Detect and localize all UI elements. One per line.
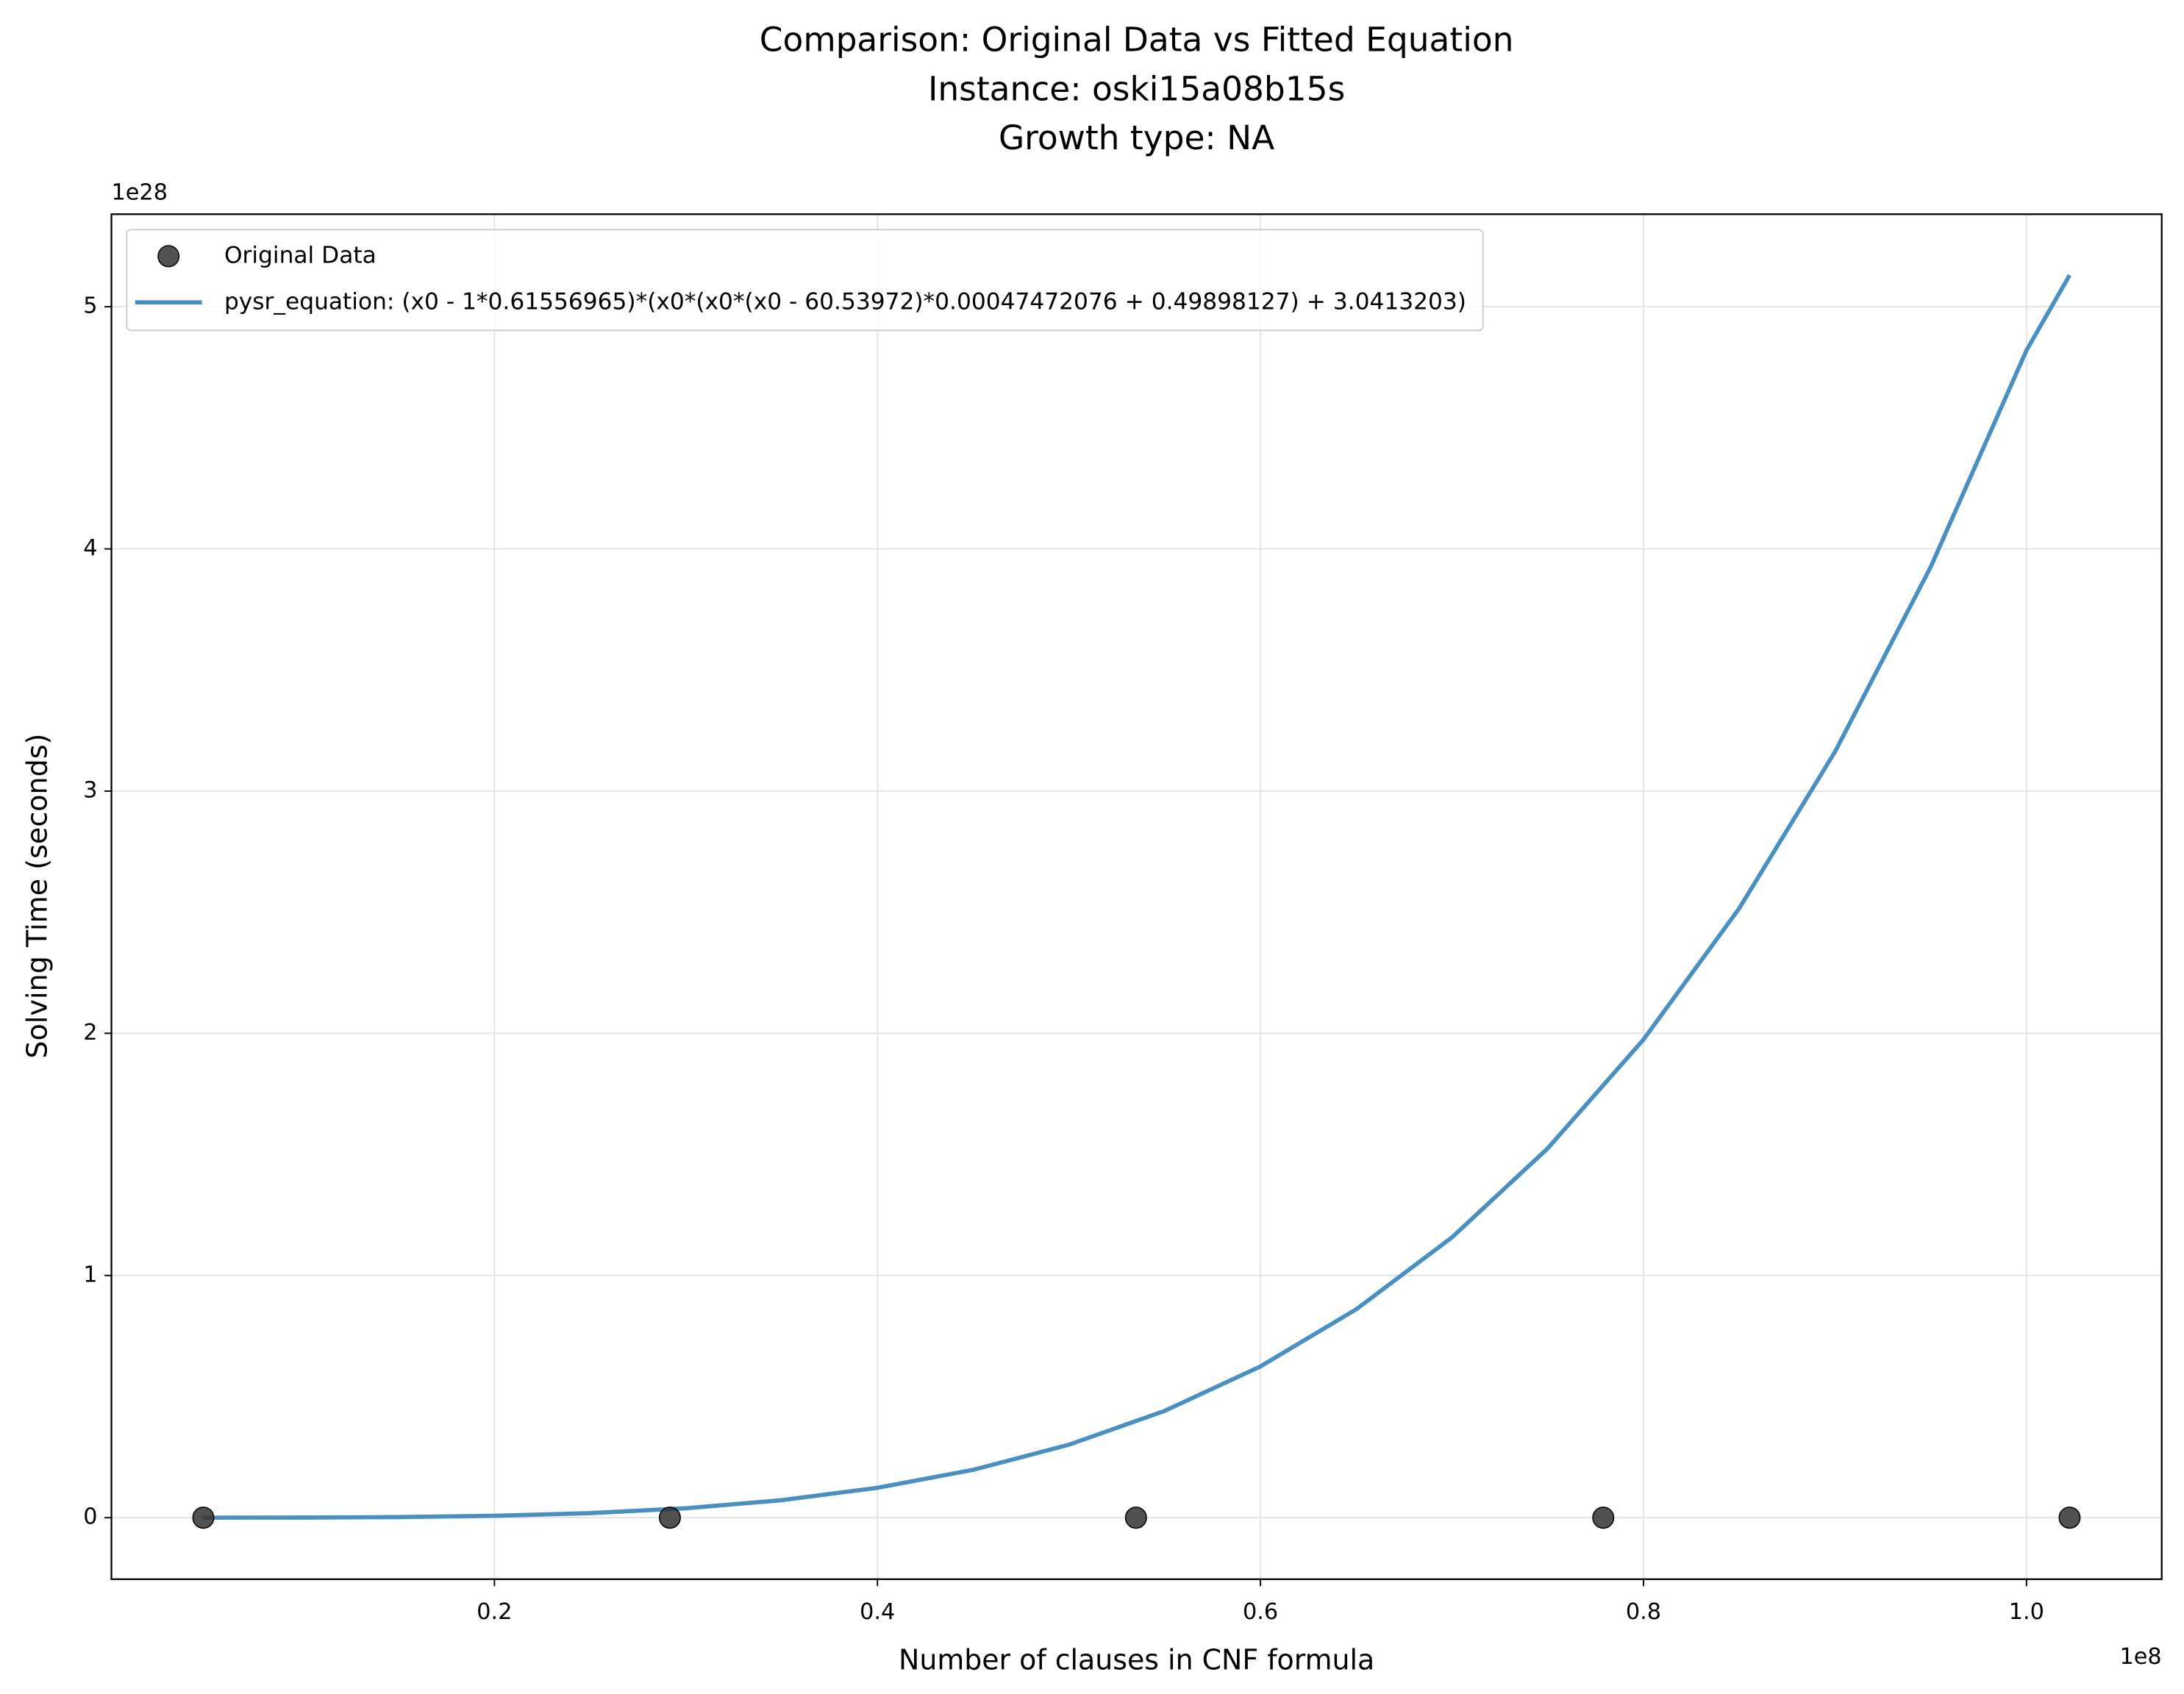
data-point [2058, 1507, 2081, 1529]
chart-title: Comparison: Original Data vs Fitted Equa… [760, 21, 1514, 60]
y-tick-label: 5 [83, 293, 97, 319]
chart-subtitle: Growth type: NA [999, 118, 1274, 157]
data-point [1592, 1507, 1615, 1529]
x-tick-label: 0.4 [860, 1599, 895, 1625]
x-tick-label: 1.0 [2009, 1599, 2044, 1625]
chart-subtitle: Instance: oski15a08b15s [928, 69, 1345, 108]
x-axis-label: Number of clauses in CNF formula [899, 1644, 1374, 1676]
x-tick-label: 0.8 [1626, 1599, 1661, 1625]
x-tick-label: 0.2 [477, 1599, 512, 1625]
y-offset-label: 1e28 [112, 179, 168, 205]
y-tick-label: 3 [83, 777, 97, 803]
y-tick-label: 2 [83, 1020, 97, 1046]
plot-frame [110, 213, 2163, 1581]
legend-label: pysr_equation: (x0 - 1*0.61556965)*(x0*(… [224, 288, 1466, 315]
data-point [1124, 1507, 1147, 1529]
x-offset-label: 1e8 [2120, 1644, 2162, 1670]
legend-swatch [157, 245, 180, 268]
legend-label: Original Data [224, 242, 377, 268]
fit-line [203, 274, 2071, 1520]
y-tick-label: 1 [83, 1262, 97, 1287]
legend: Original Data pysr_equation: (x0 - 1*0.61… [126, 229, 1484, 332]
y-axis-label: Solving Time (seconds) [21, 734, 54, 1059]
x-tick-label: 0.6 [1243, 1599, 1278, 1625]
y-tick-label: 0 [83, 1504, 97, 1530]
y-tick-label: 4 [83, 535, 97, 561]
data-point [192, 1507, 215, 1529]
legend-box [126, 229, 1484, 332]
data-point [658, 1507, 681, 1529]
